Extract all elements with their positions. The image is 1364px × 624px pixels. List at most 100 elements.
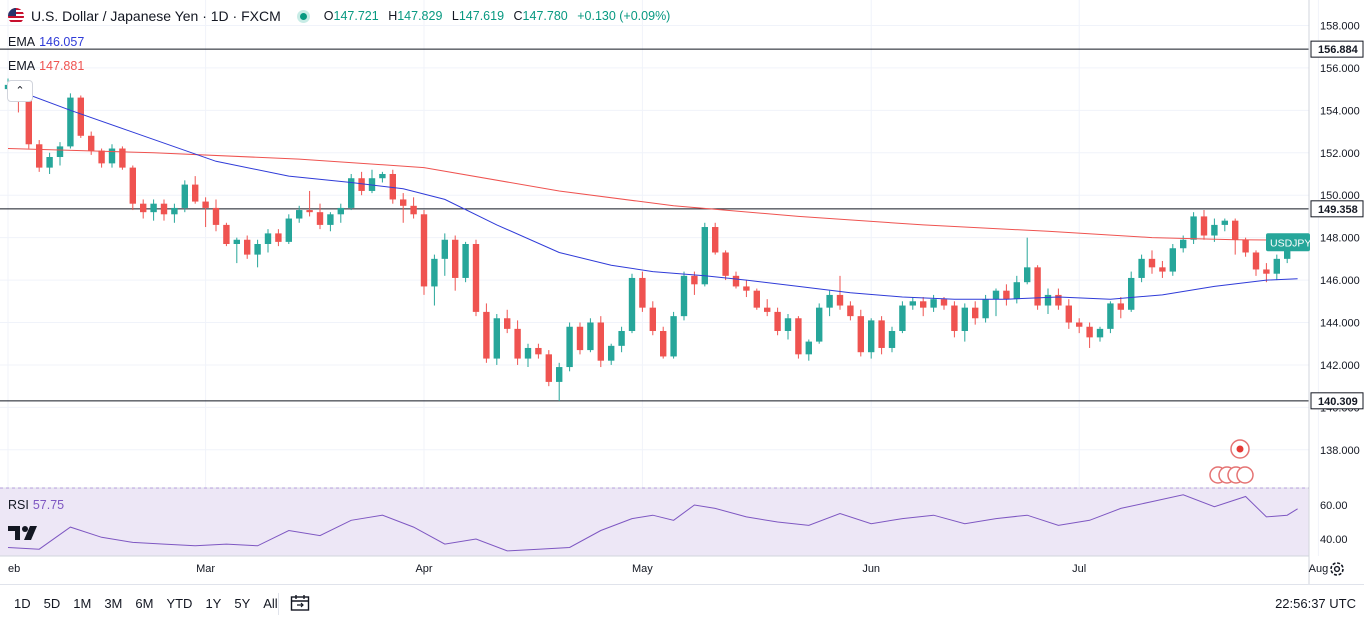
candle-body	[1232, 220, 1239, 240]
candle	[472, 239, 480, 317]
candle	[410, 197, 417, 219]
candle-body	[816, 307, 823, 342]
candle	[670, 311, 677, 359]
candle-body	[129, 167, 136, 204]
price-tick-label: 142.000	[1320, 360, 1360, 372]
symbol-title[interactable]: U.S. Dollar / Japanese Yen · 1D · FXCM	[31, 8, 281, 24]
candle	[119, 146, 126, 170]
candle	[816, 303, 823, 344]
candle	[597, 316, 604, 368]
candle-body	[545, 354, 552, 382]
candle	[1117, 297, 1124, 319]
candle-body	[233, 239, 240, 244]
ema-fast-label: EMA	[8, 35, 36, 49]
candle	[420, 210, 428, 295]
candle-body	[119, 148, 126, 168]
candle	[1148, 250, 1156, 274]
candle-body	[202, 201, 209, 208]
ohlc-high-value: 147.829	[397, 9, 443, 23]
candle	[150, 199, 157, 221]
ohlc-open-value: 147.721	[333, 9, 379, 23]
period-1d-button[interactable]: 1D	[14, 596, 31, 611]
candle	[1024, 237, 1031, 285]
utc-clock[interactable]: 22:56:37 UTC	[1275, 596, 1356, 611]
toolbar-divider	[278, 593, 279, 615]
candle-body	[587, 322, 594, 351]
candle-body	[244, 239, 251, 255]
ema-slow-legend[interactable]: EMA 147.881	[8, 59, 84, 73]
candle-body	[140, 203, 147, 213]
ema-slow-label: EMA	[8, 59, 36, 73]
ema-fast-legend[interactable]: EMA 146.057	[8, 35, 84, 49]
period-1m-button[interactable]: 1M	[73, 596, 92, 611]
candle	[140, 199, 147, 219]
period-6m-button[interactable]: 6M	[135, 596, 154, 611]
candle	[587, 318, 594, 353]
candle-body	[462, 244, 469, 278]
candle-body	[1242, 239, 1249, 253]
candle-body	[868, 320, 875, 353]
candle-body	[1055, 294, 1062, 306]
price-tick-label: 138.000	[1320, 445, 1360, 457]
rsi-legend[interactable]: RSI 57.75	[8, 498, 64, 512]
candle-body	[400, 199, 407, 206]
candle	[46, 152, 53, 174]
candle	[743, 280, 750, 298]
settings-gear-icon[interactable]	[1328, 560, 1346, 578]
event-alert-dot	[1236, 445, 1244, 453]
level-label: 149.358	[1318, 204, 1358, 216]
candle-body	[327, 214, 334, 225]
calendar-range-icon[interactable]	[290, 594, 310, 612]
candle	[888, 326, 896, 353]
period-5y-button[interactable]: 5Y	[234, 596, 251, 611]
candle-body	[878, 320, 885, 348]
candle-body	[660, 330, 667, 357]
candle-body	[306, 210, 313, 213]
candle	[732, 271, 740, 289]
rsi-tick-label: 40.00	[1320, 534, 1348, 546]
ohlc-low-key: L	[451, 9, 459, 23]
market-status-icon[interactable]	[296, 9, 310, 23]
candle-body	[1211, 224, 1218, 236]
candle	[992, 288, 1000, 317]
time-tick-label: Aug	[1309, 563, 1329, 575]
candle-body	[888, 330, 896, 348]
chevron-up-icon: ⌃	[15, 85, 25, 97]
candle	[389, 169, 396, 204]
candle	[202, 197, 209, 228]
candle-body	[524, 347, 532, 359]
candle-body	[1003, 290, 1010, 300]
candle	[1200, 210, 1208, 240]
candle	[701, 222, 708, 287]
period-all-button[interactable]: All	[263, 596, 278, 611]
period-3m-button[interactable]: 3M	[104, 596, 123, 611]
period-ytd-button[interactable]: YTD	[166, 596, 193, 611]
candle-body	[1076, 322, 1083, 327]
candle-body	[909, 301, 916, 306]
time-tick-label: May	[632, 563, 653, 575]
price-chart[interactable]: 138.000140.000142.000144.000146.000148.0…	[0, 0, 1364, 584]
candle	[795, 316, 802, 359]
candle	[296, 205, 303, 223]
rsi-value: 57.75	[32, 498, 65, 512]
candle	[67, 93, 74, 149]
candle	[545, 350, 552, 387]
time-tick-label: eb	[8, 563, 20, 575]
candle-body	[379, 173, 386, 179]
candle	[1159, 260, 1166, 278]
candle	[722, 250, 729, 281]
event-flag-icon	[1236, 466, 1254, 484]
collapse-legend-button[interactable]: ⌃	[7, 80, 33, 102]
ema-fast-line	[7, 86, 1298, 300]
candle-body	[181, 184, 188, 208]
candle	[327, 212, 334, 232]
candle	[1128, 271, 1135, 312]
candle-body	[1221, 220, 1228, 225]
candle	[1003, 284, 1010, 306]
period-5d-button[interactable]: 5D	[43, 596, 61, 611]
period-1y-button[interactable]: 1Y	[205, 596, 222, 611]
level-label-box	[1310, 392, 1364, 410]
candle	[1221, 218, 1228, 232]
candle-body	[857, 316, 864, 353]
candle-body	[88, 135, 95, 151]
